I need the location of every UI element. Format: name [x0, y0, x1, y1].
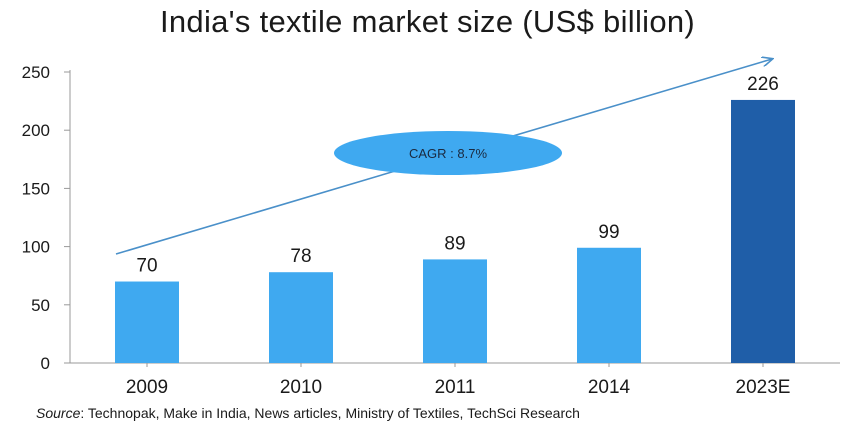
data-label: 78	[290, 246, 311, 267]
bar	[269, 272, 333, 363]
y-tick-label: 200	[22, 121, 50, 140]
y-tick-label: 150	[22, 179, 50, 198]
source-label: Source	[36, 405, 81, 421]
source-note: Source: Technopak, Make in India, News a…	[36, 405, 580, 421]
bar	[731, 99, 795, 363]
bar	[115, 281, 179, 363]
source-text: : Technopak, Make in India, News article…	[80, 405, 580, 421]
x-tick-label: 2023E	[736, 377, 791, 398]
y-tick-label: 100	[22, 238, 50, 257]
cagr-ellipse	[334, 131, 562, 175]
y-tick-label: 0	[41, 354, 50, 373]
x-tick-label: 2011	[435, 377, 476, 398]
data-label: 99	[598, 222, 619, 243]
x-tick-label: 2014	[588, 377, 631, 398]
chart-title: India's textile market size (US$ billion…	[159, 4, 696, 39]
data-label: 226	[747, 74, 779, 95]
bar	[577, 247, 641, 363]
x-tick-label: 2009	[126, 377, 168, 398]
y-tick-label: 50	[31, 296, 50, 315]
cagr-label: CAGR : 8.7%	[409, 146, 487, 161]
data-label: 70	[136, 256, 157, 277]
data-label: 89	[444, 233, 465, 254]
bar	[423, 259, 487, 363]
y-tick-label: 250	[22, 63, 50, 82]
x-tick-label: 2010	[280, 377, 322, 398]
